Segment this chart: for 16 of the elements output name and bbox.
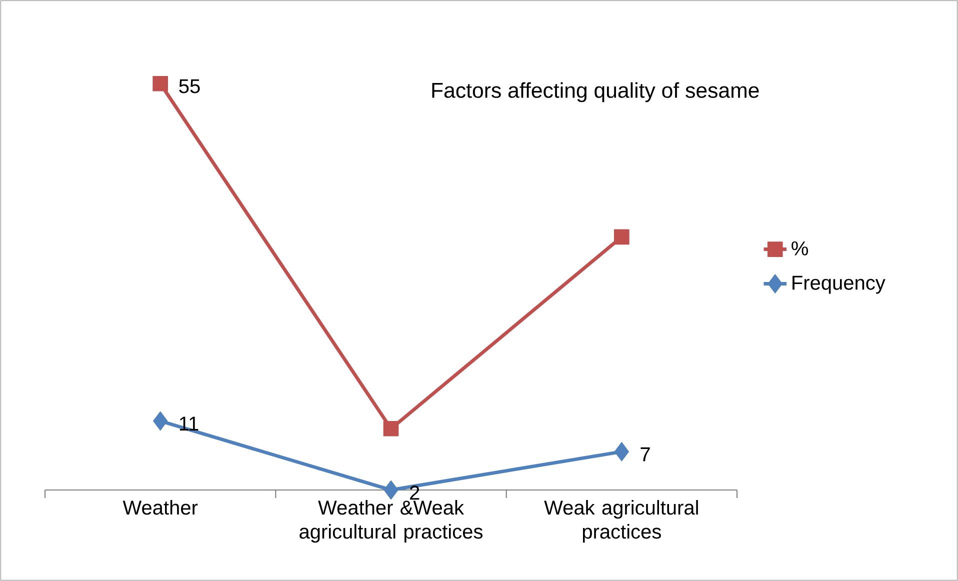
point [384, 480, 398, 500]
data-label: 7 [640, 447, 650, 462]
point [152, 76, 168, 92]
x-tick-label: Weak agricultural practices [544, 500, 698, 543]
point [614, 442, 629, 462]
point [383, 420, 399, 436]
legend-label: Frequency [792, 276, 886, 294]
chart-title: Factors affecting quality of sesame [432, 82, 759, 102]
data-label: 2 [410, 486, 420, 500]
point [153, 411, 168, 431]
data-label: 11 [180, 416, 198, 431]
legend-label: % [792, 241, 808, 256]
point [614, 229, 630, 245]
x-tick-label: Weather [122, 500, 198, 515]
x-tick-label: Weather &Weak agricultural practices [300, 500, 482, 543]
data-label: 55 [179, 79, 200, 94]
